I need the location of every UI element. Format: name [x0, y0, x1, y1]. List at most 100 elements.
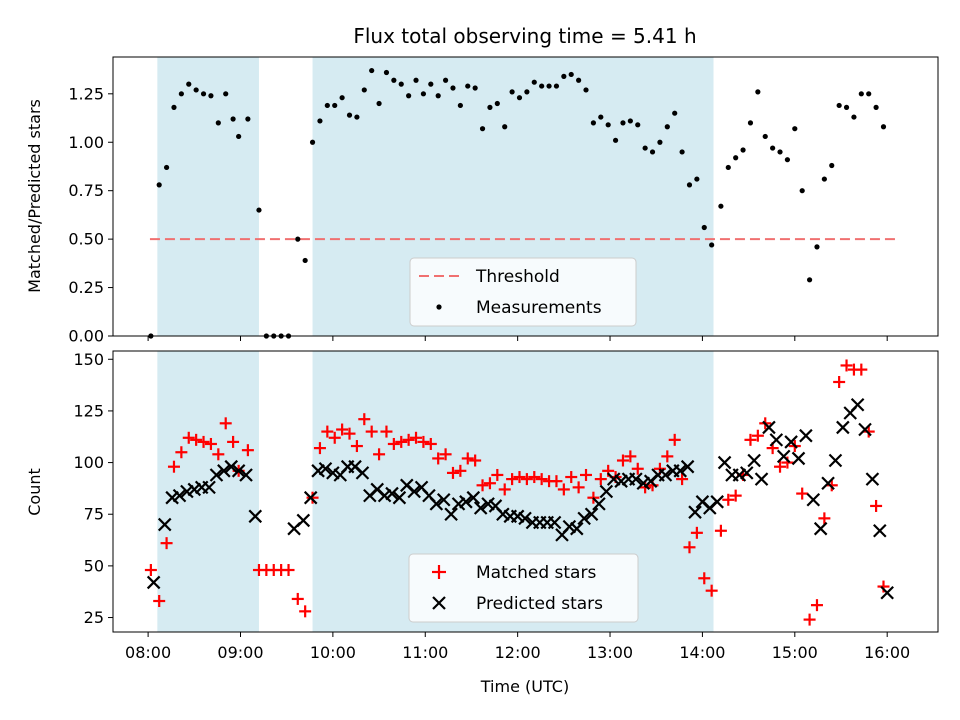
predicted-star-point — [584, 507, 599, 522]
matched-star-point — [410, 431, 423, 444]
measurement-point — [672, 110, 678, 116]
measurement-point — [376, 100, 382, 107]
xtick-label: 14:00 — [679, 643, 725, 662]
measurement-point — [821, 176, 827, 182]
predicted-star-point — [813, 521, 828, 536]
predicted-star-point — [873, 523, 887, 538]
xtick-label: 15:00 — [772, 643, 818, 662]
measurement-point — [435, 93, 441, 99]
bottom-ytick-label: 50 — [84, 556, 104, 575]
matched-star-point — [690, 526, 703, 539]
bottom-ylabel: Count — [25, 468, 44, 516]
predicted-star-point — [858, 422, 872, 437]
predicted-star-point — [444, 507, 458, 522]
measurement-point — [245, 116, 251, 122]
measurement-point — [590, 120, 597, 126]
predicted-star-point — [202, 480, 216, 495]
xtick-label: 11:00 — [402, 643, 448, 662]
top-panel: 0.00 0.25 0.50 0.75 1.00 1.25 Matched/Predict… — [25, 56, 939, 346]
predicted-star-point — [762, 420, 776, 435]
matched-star-point — [855, 363, 868, 376]
measurement-point — [568, 71, 574, 78]
matched-star-point — [336, 423, 349, 436]
predicted-star-point — [231, 464, 246, 478]
matched-star-point — [744, 433, 757, 446]
matched-star-point — [417, 435, 430, 448]
measurement-point — [472, 85, 478, 91]
measurement-point — [256, 207, 262, 213]
measurement-point — [193, 87, 199, 93]
matched-star-point — [668, 433, 681, 446]
predicted-star-point — [518, 511, 532, 526]
measurement-point — [755, 89, 761, 95]
top-ytick-label: 0.50 — [68, 230, 104, 249]
matched-star-point — [153, 595, 166, 608]
predicted-star-point — [407, 484, 421, 499]
matched-star-point — [212, 448, 225, 461]
measurement-point — [762, 133, 768, 140]
matched-star-point — [722, 493, 735, 506]
matched-star-point — [387, 437, 400, 450]
measurement-point — [354, 114, 360, 120]
measurement-point — [694, 176, 700, 182]
measurement-point — [843, 104, 850, 110]
top-legend: Threshold Measurements — [409, 257, 637, 327]
predicted-star-point — [747, 453, 761, 468]
matched-star-point — [550, 475, 563, 488]
predicted-star-point — [429, 497, 444, 511]
bottom-axes-frame — [112, 350, 939, 633]
top-axes-frame — [112, 56, 939, 337]
matched-star-point — [810, 599, 823, 612]
measurement-point — [236, 133, 242, 140]
predicted-star-point — [806, 492, 821, 507]
predicted-star-point — [473, 501, 488, 515]
xtick-label: 16:00 — [864, 643, 910, 662]
measurement-point — [223, 91, 229, 97]
measurement-point — [679, 149, 685, 155]
predicted-star-point — [577, 511, 591, 526]
measurement-point — [612, 137, 619, 143]
predicted-star-point — [459, 495, 473, 509]
top-ytick-label: 0.75 — [68, 181, 104, 200]
predicted-star-point — [239, 468, 253, 482]
matched-star-point — [328, 431, 341, 444]
matched-star-point — [350, 440, 363, 453]
matched-star-point — [594, 473, 607, 486]
matched-star-point — [439, 448, 452, 461]
matched-star-point — [167, 460, 180, 473]
measurement-point — [171, 104, 177, 110]
predicted-star-point — [248, 509, 263, 524]
measurement-point — [829, 162, 835, 169]
bottom-ytick-label: 25 — [84, 608, 104, 627]
measurement-point — [851, 114, 857, 120]
bottom-ytick-label: 75 — [84, 505, 104, 524]
measurement-point — [479, 126, 486, 132]
matched-star-point — [557, 483, 570, 496]
matched-star-point — [714, 524, 727, 537]
bottom-ytick-label: 150 — [73, 350, 104, 369]
predicted-star-point — [821, 476, 835, 491]
predicted-star-point — [717, 455, 732, 470]
matched-star-point — [729, 489, 742, 502]
measurement-point — [718, 203, 724, 209]
matched-star-point — [227, 435, 240, 448]
measurement-point — [598, 114, 604, 120]
predicted-star-point — [791, 451, 806, 466]
predicted-star-point — [547, 515, 562, 530]
matched-star-point — [513, 471, 526, 484]
measurement-point — [413, 77, 419, 83]
matched-star-point — [461, 452, 474, 465]
measurement-point — [494, 100, 500, 107]
measurement-point — [324, 102, 330, 109]
measurement-point — [701, 224, 707, 231]
matched-star-point — [469, 454, 482, 467]
matched-star-point — [624, 450, 637, 463]
matched-star-point — [358, 413, 371, 426]
chart-title: Flux total observing time = 5.41 h — [353, 24, 696, 48]
matched-star-point — [528, 471, 541, 484]
predicted-star-point — [224, 459, 239, 474]
measurement-point — [627, 118, 633, 124]
measurement-point — [524, 89, 530, 95]
predicted-star-point — [658, 468, 673, 482]
matched-star-point — [661, 450, 674, 463]
